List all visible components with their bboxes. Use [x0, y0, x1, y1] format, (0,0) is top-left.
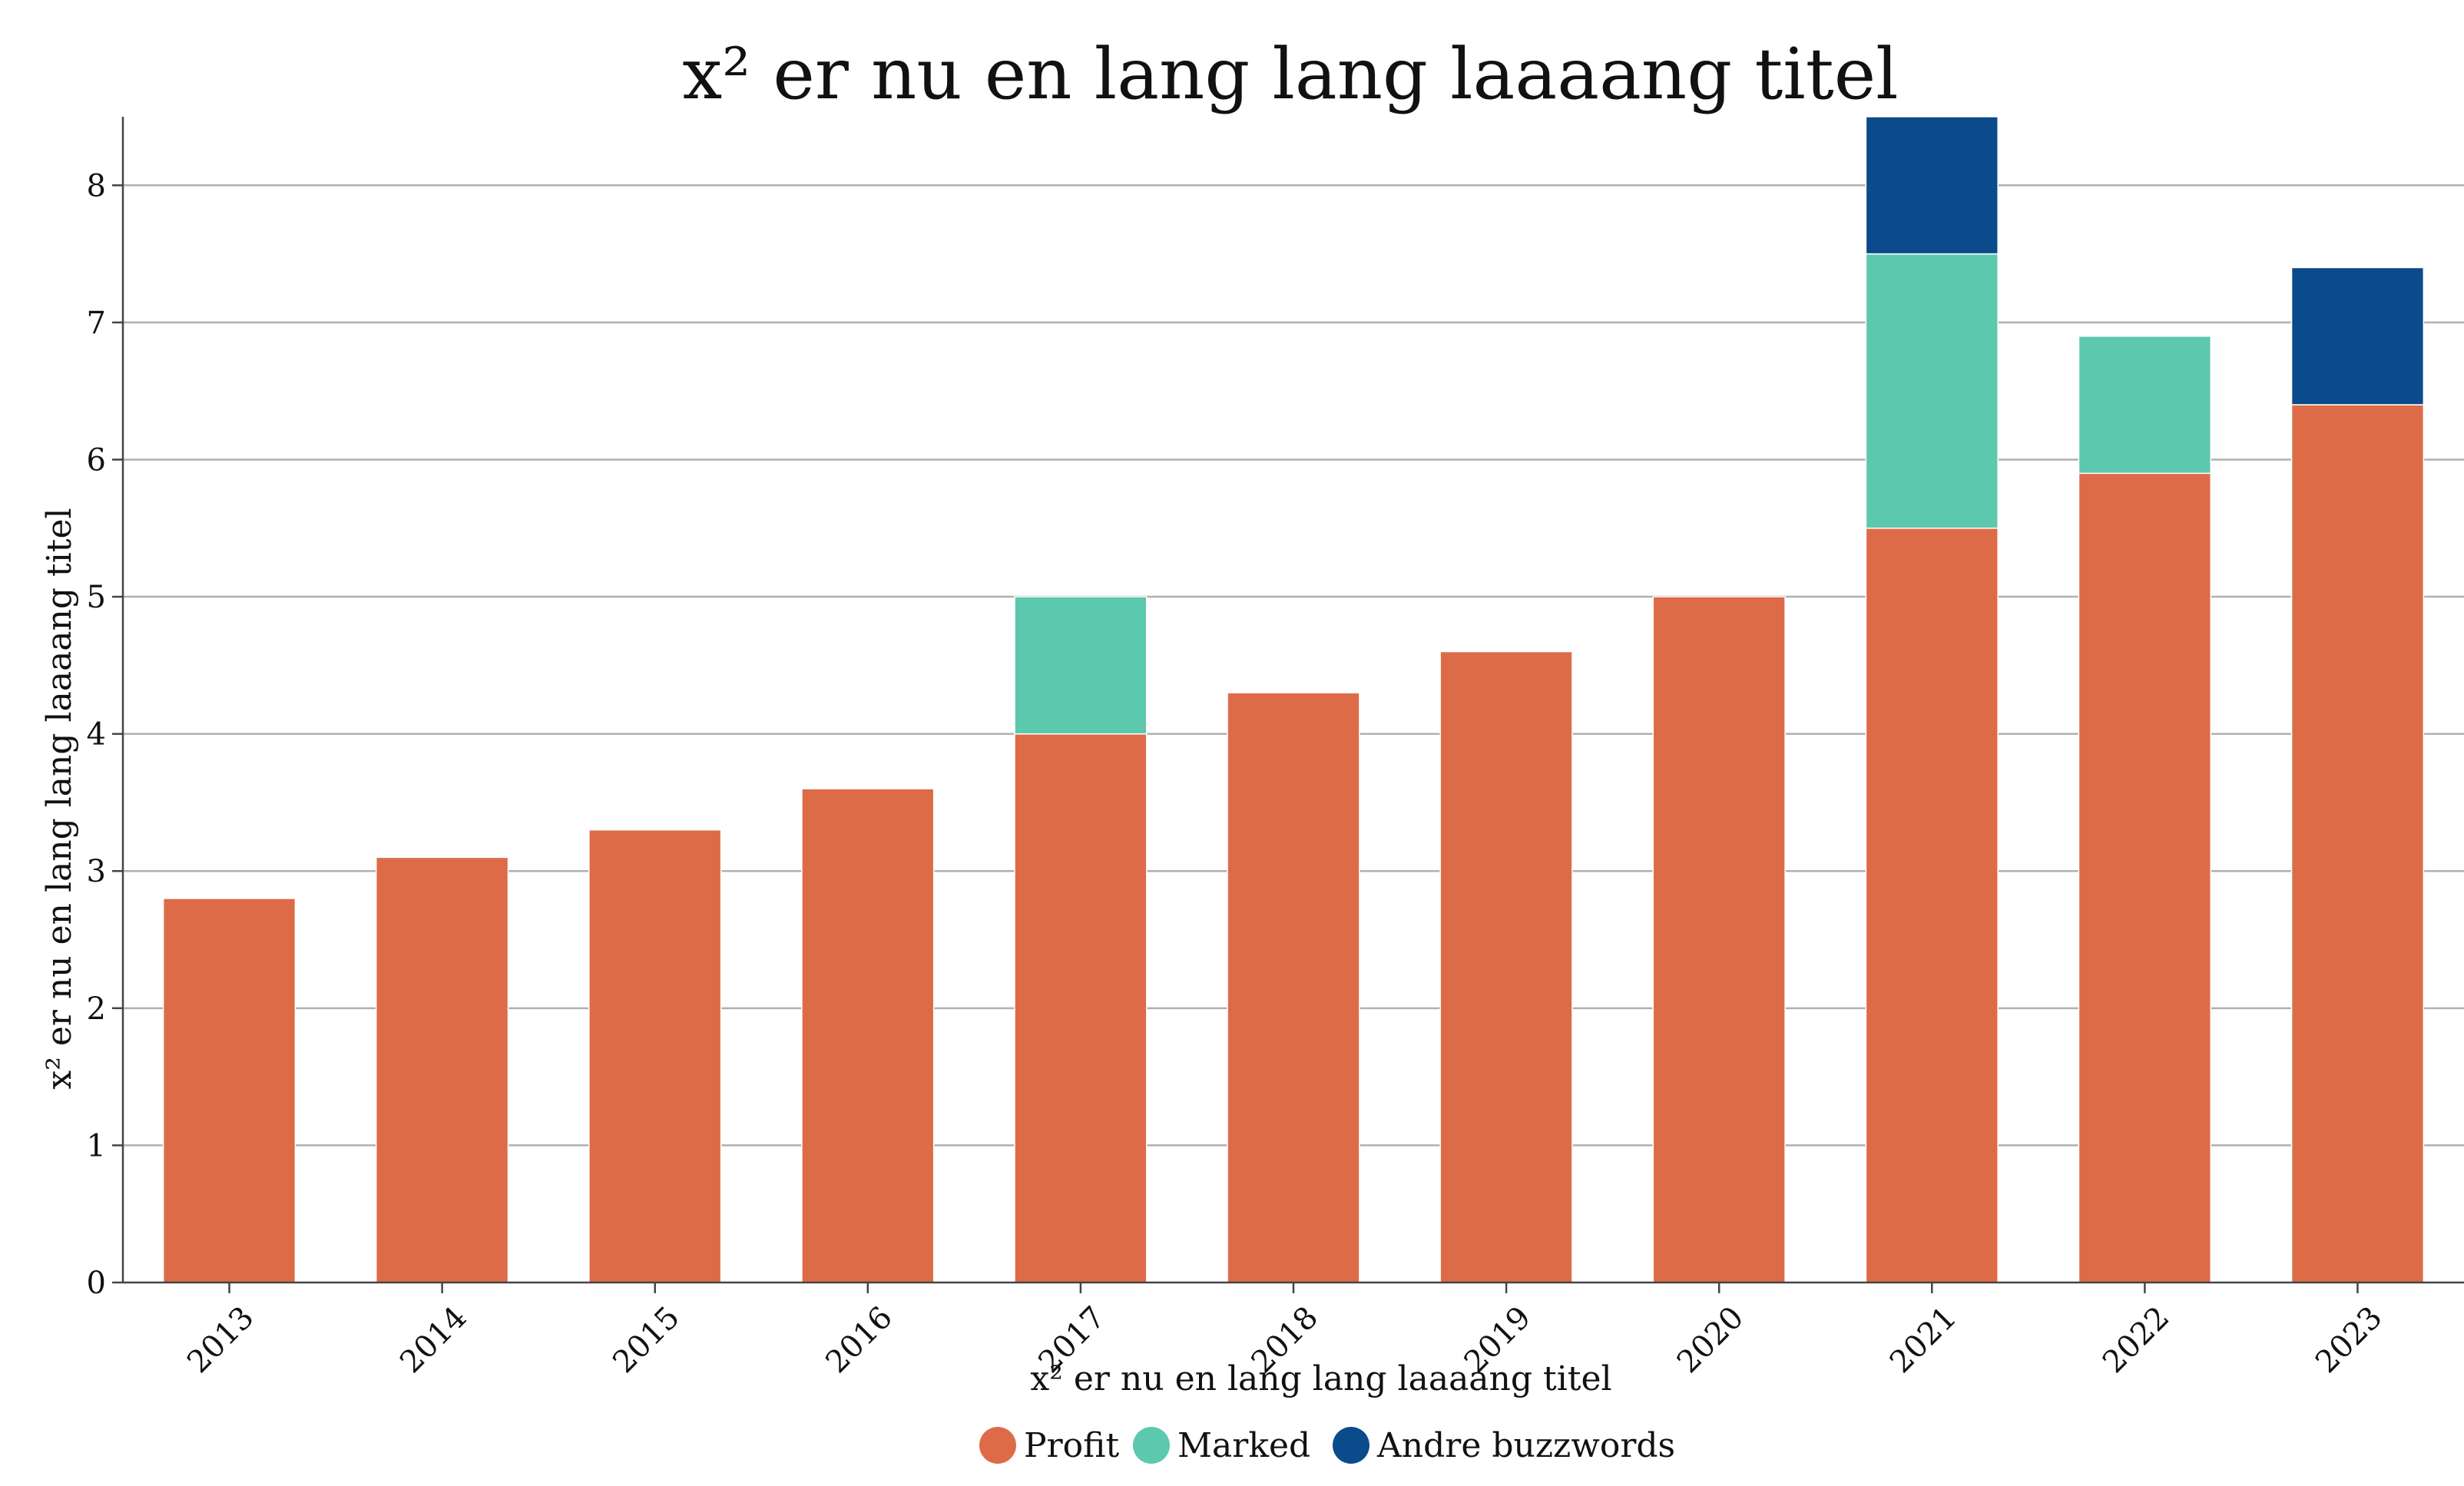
- bar-marked-2017: [1014, 596, 1148, 735]
- bar-profit-2013: [162, 898, 296, 1283]
- bars: [162, 116, 2425, 1283]
- x-tick-label: 2013: [180, 1300, 261, 1381]
- bar-profit-2019: [1439, 650, 1573, 1283]
- bar-andre-buzzwords-2023: [2290, 266, 2425, 405]
- y-tick-label: 8: [87, 168, 106, 204]
- y-tick-label: 6: [87, 442, 106, 478]
- legend-swatch-profit: [979, 1427, 1016, 1464]
- x-tick-label: 2016: [819, 1300, 899, 1381]
- bar-profit-2021: [1865, 528, 1999, 1283]
- bar-profit-2017: [1014, 733, 1148, 1283]
- y-tick-label: 1: [87, 1128, 106, 1163]
- y-tick-label: 5: [87, 580, 106, 615]
- x-tick-label: 2020: [1671, 1300, 1751, 1381]
- chart-title: x² er nu en lang lang laaaang titel: [682, 33, 1898, 115]
- bar-profit-2015: [588, 829, 722, 1283]
- x-tick-label: 2015: [606, 1300, 687, 1381]
- y-axis-title: x² er nu en lang lang laaaang titel: [40, 508, 79, 1089]
- bar-andre-buzzwords-2021: [1865, 116, 1999, 255]
- legend-label-andre-buzzwords: Andre buzzwords: [1376, 1426, 1675, 1465]
- x-tick-label: 2023: [2309, 1300, 2389, 1381]
- bar-marked-2022: [2078, 335, 2212, 475]
- y-tick-label: 3: [87, 854, 106, 889]
- bar-profit-2023: [2290, 404, 2425, 1283]
- legend-label-profit: Profit: [1024, 1426, 1119, 1465]
- x-tick-label: 2022: [2096, 1300, 2177, 1381]
- x-tick-label: 2021: [1883, 1300, 1964, 1381]
- legend-swatch-andre-buzzwords: [1333, 1427, 1369, 1464]
- legend: Profit Marked Andre buzzwords: [979, 1426, 1675, 1465]
- x-axis-title: x² er nu en lang lang laaaang titel: [1030, 1359, 1611, 1398]
- legend-label-marked: Marked: [1177, 1426, 1310, 1465]
- bar-profit-2016: [801, 788, 935, 1283]
- bar-profit-2020: [1652, 596, 1786, 1283]
- bar-marked-2021: [1865, 253, 1999, 529]
- bar-profit-2022: [2078, 472, 2212, 1283]
- y-tick-label: 7: [87, 306, 106, 341]
- y-tick-label: 4: [87, 717, 106, 753]
- x-tick-label: 2014: [393, 1300, 474, 1381]
- legend-swatch-marked: [1133, 1427, 1170, 1464]
- bar-profit-2014: [375, 856, 509, 1283]
- bar-profit-2018: [1227, 692, 1360, 1283]
- y-tick-label: 2: [87, 991, 106, 1027]
- y-tick-labels: 0 1 2 3 4 5 6 7 8: [87, 168, 123, 1301]
- y-tick-label: 0: [87, 1266, 106, 1301]
